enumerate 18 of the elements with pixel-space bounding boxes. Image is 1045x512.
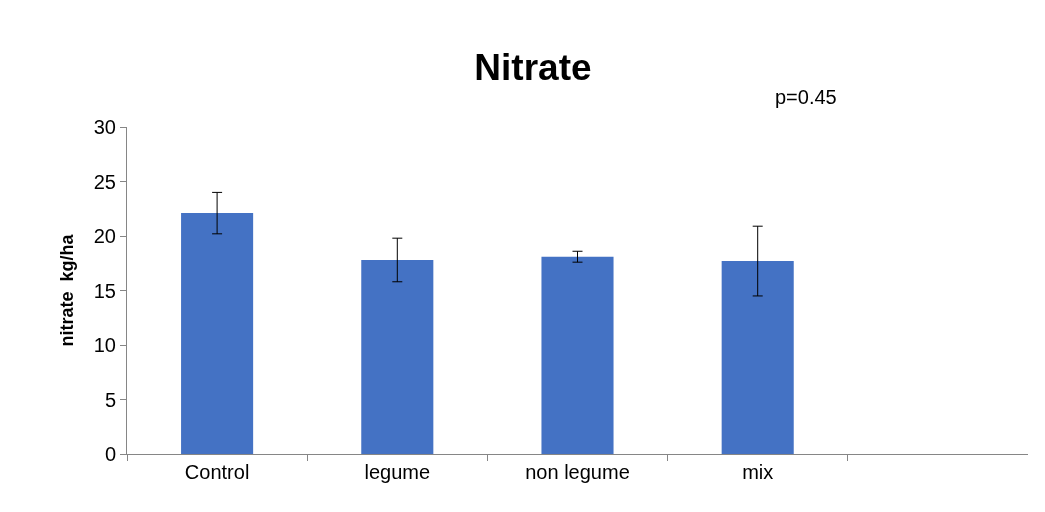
chart-title: Nitrate	[474, 46, 592, 88]
x-tick-label: mix	[742, 461, 774, 483]
x-tick-label: legume	[364, 461, 431, 483]
y-tick-label: 10	[93, 334, 116, 356]
y-tick-label: 15	[93, 279, 116, 302]
bar	[541, 256, 614, 454]
y-tick-label: 0	[104, 443, 116, 465]
y-axis-title: nitrate kg/ha	[56, 233, 77, 347]
text: p=0.45	[775, 86, 837, 108]
x-tick-label: Control	[184, 461, 250, 483]
y-tick-label: 25	[93, 170, 116, 193]
y-tick-label: 30	[93, 116, 116, 138]
bar	[721, 261, 794, 454]
y-tick-label: 20	[93, 225, 116, 247]
bar	[181, 213, 254, 454]
x-tick-label: non legume	[525, 461, 630, 483]
y-tick-label: 5	[104, 388, 116, 411]
bar	[361, 259, 434, 454]
